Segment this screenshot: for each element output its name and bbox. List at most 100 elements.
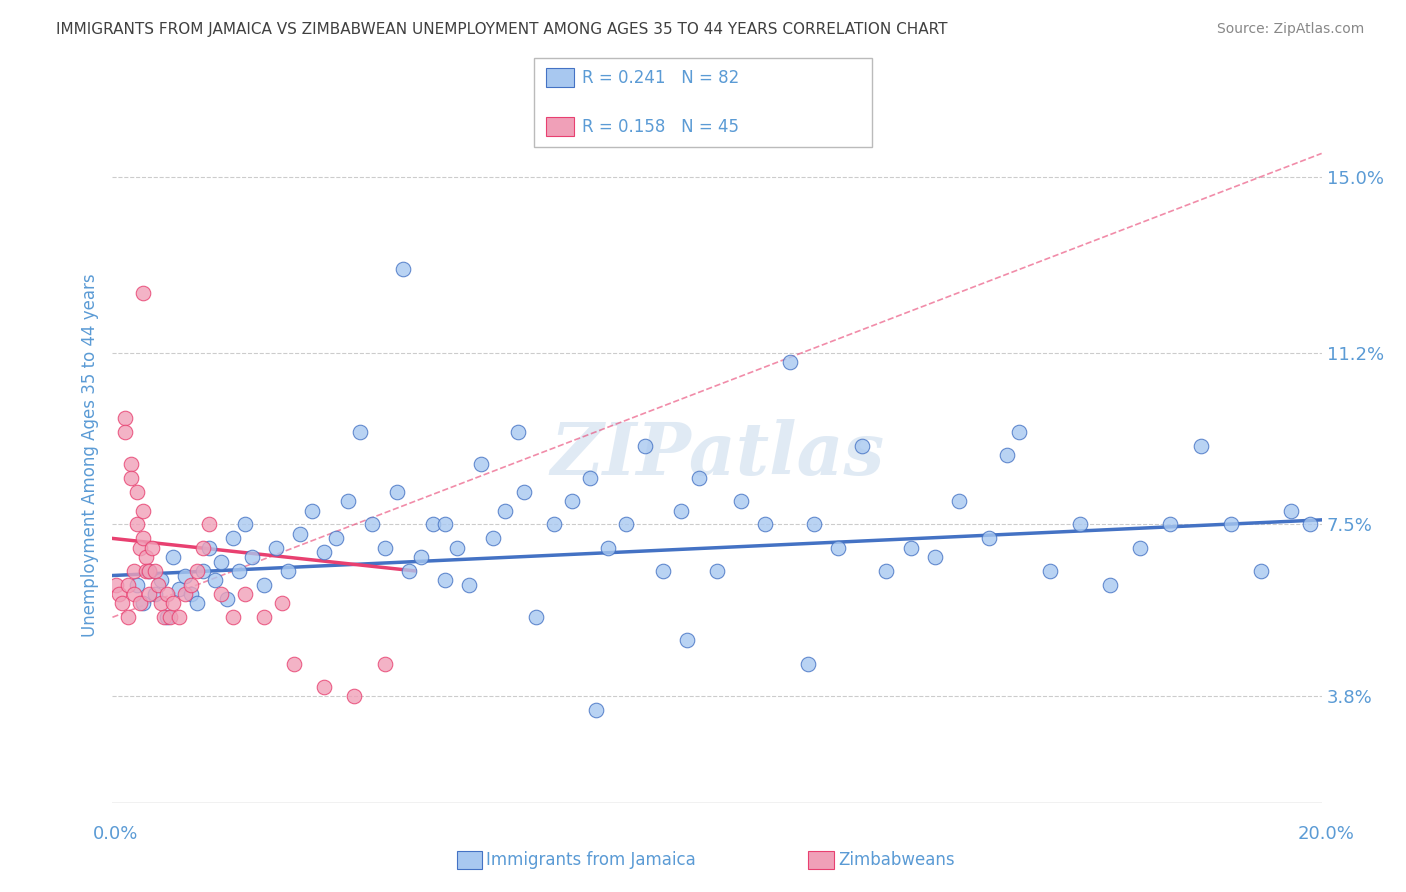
Point bbox=[174, 587, 197, 601]
Point bbox=[314, 545, 336, 559]
Point bbox=[235, 587, 257, 601]
Point bbox=[288, 526, 311, 541]
Text: R = 0.158   N = 45: R = 0.158 N = 45 bbox=[582, 118, 740, 136]
Point bbox=[1038, 564, 1062, 578]
Point bbox=[688, 471, 710, 485]
Point bbox=[125, 517, 148, 532]
Point bbox=[191, 564, 215, 578]
Point bbox=[167, 610, 190, 624]
Point bbox=[803, 517, 825, 532]
Point bbox=[730, 494, 752, 508]
Point bbox=[361, 517, 384, 532]
Point bbox=[167, 582, 190, 597]
Point bbox=[128, 596, 150, 610]
Point bbox=[524, 610, 547, 624]
Text: 0.0%: 0.0% bbox=[93, 825, 138, 843]
Point bbox=[1099, 578, 1122, 592]
Point bbox=[149, 573, 172, 587]
Point bbox=[222, 610, 245, 624]
Text: Source: ZipAtlas.com: Source: ZipAtlas.com bbox=[1216, 22, 1364, 37]
Point bbox=[669, 503, 692, 517]
Point bbox=[132, 285, 155, 300]
Point bbox=[117, 578, 139, 592]
Point bbox=[948, 494, 970, 508]
Point bbox=[180, 578, 202, 592]
Point bbox=[579, 471, 602, 485]
Point bbox=[422, 517, 444, 532]
Point bbox=[114, 425, 136, 439]
Point bbox=[253, 578, 276, 592]
Point bbox=[253, 610, 276, 624]
Point bbox=[1008, 425, 1031, 439]
Point bbox=[135, 564, 157, 578]
Point bbox=[191, 541, 215, 555]
Point bbox=[301, 503, 323, 517]
Point bbox=[180, 587, 202, 601]
Point bbox=[198, 517, 221, 532]
Point bbox=[495, 503, 517, 517]
Point bbox=[1159, 517, 1181, 532]
Point bbox=[616, 517, 638, 532]
Point bbox=[153, 610, 176, 624]
Point bbox=[132, 596, 155, 610]
Point bbox=[209, 587, 232, 601]
Point bbox=[585, 703, 607, 717]
Point bbox=[143, 564, 166, 578]
Point bbox=[141, 541, 163, 555]
Point bbox=[676, 633, 699, 648]
Point bbox=[122, 564, 145, 578]
Point bbox=[270, 596, 292, 610]
Point bbox=[1298, 517, 1320, 532]
Point bbox=[156, 610, 179, 624]
Point bbox=[149, 596, 172, 610]
Point bbox=[434, 517, 457, 532]
Point bbox=[222, 532, 245, 546]
Point bbox=[122, 587, 145, 601]
Point bbox=[337, 494, 360, 508]
Point bbox=[235, 517, 257, 532]
Point bbox=[446, 541, 468, 555]
Point bbox=[754, 517, 776, 532]
Point bbox=[1250, 564, 1272, 578]
Point bbox=[1281, 503, 1303, 517]
Text: R = 0.241   N = 82: R = 0.241 N = 82 bbox=[582, 69, 740, 87]
Point bbox=[349, 425, 371, 439]
Point bbox=[120, 457, 142, 471]
Point bbox=[138, 564, 160, 578]
Point bbox=[434, 573, 457, 587]
Point bbox=[217, 591, 239, 606]
Point bbox=[159, 610, 181, 624]
Point bbox=[543, 517, 565, 532]
Point bbox=[125, 485, 148, 500]
Point bbox=[651, 564, 673, 578]
Point bbox=[138, 587, 160, 601]
Point bbox=[228, 564, 250, 578]
Point bbox=[162, 596, 184, 610]
Point bbox=[374, 541, 396, 555]
Text: IMMIGRANTS FROM JAMAICA VS ZIMBABWEAN UNEMPLOYMENT AMONG AGES 35 TO 44 YEARS COR: IMMIGRANTS FROM JAMAICA VS ZIMBABWEAN UN… bbox=[56, 22, 948, 37]
Point bbox=[186, 596, 208, 610]
Point bbox=[240, 549, 263, 564]
Point bbox=[506, 425, 529, 439]
Text: ZIPatlas: ZIPatlas bbox=[550, 419, 884, 491]
Point bbox=[132, 503, 155, 517]
Point bbox=[114, 410, 136, 425]
Point bbox=[277, 564, 299, 578]
Point bbox=[374, 657, 396, 671]
Point bbox=[283, 657, 305, 671]
Point bbox=[186, 564, 208, 578]
Point bbox=[264, 541, 287, 555]
Point bbox=[385, 485, 408, 500]
Point bbox=[398, 564, 420, 578]
Point bbox=[132, 532, 155, 546]
Point bbox=[325, 532, 347, 546]
Point bbox=[128, 541, 150, 555]
Point bbox=[314, 680, 336, 694]
Y-axis label: Unemployment Among Ages 35 to 44 years: Unemployment Among Ages 35 to 44 years bbox=[80, 273, 98, 637]
Point bbox=[143, 587, 166, 601]
Point bbox=[104, 578, 127, 592]
Point bbox=[198, 541, 221, 555]
Point bbox=[482, 532, 505, 546]
Point bbox=[779, 355, 801, 369]
Point bbox=[900, 541, 922, 555]
